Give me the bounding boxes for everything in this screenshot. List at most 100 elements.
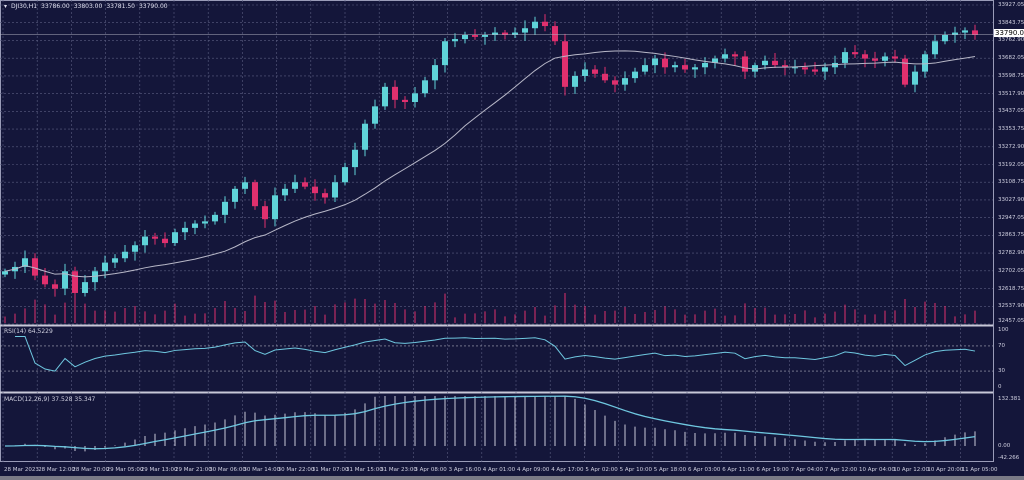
time-tick-label: 29 Mar 05:00 (106, 467, 144, 473)
moving-average-line (4, 50, 976, 278)
price-tick-label: 33353.75 (998, 126, 1024, 133)
time-tick-label: 3 Apr 16:00 (448, 467, 481, 473)
time-tick-label: 11 Apr 05:00 (961, 467, 998, 473)
candle-body (672, 65, 678, 68)
time-tick-label: 28 Mar 12:00 (38, 467, 75, 473)
candle-body (502, 32, 508, 35)
candle-body (712, 58, 718, 63)
candle-body (802, 67, 808, 70)
candle-body (472, 34, 478, 37)
candle-body (32, 258, 38, 276)
time-tick-label: 6 Apr 19:00 (756, 467, 789, 473)
scrollbar (0, 476, 1024, 480)
time-tick-label: 10 Apr 04:00 (859, 467, 895, 473)
candle-body (442, 41, 448, 66)
macd-tick-label: -42.266 (998, 455, 1020, 461)
candle-body (342, 167, 348, 183)
dropdown-icon[interactable]: ▾ (4, 3, 8, 10)
time-tick-label: 29 Mar 13:00 (140, 467, 178, 473)
candle-body (812, 69, 818, 72)
time-tick-label: 6 Apr 03:00 (688, 467, 721, 473)
candle-body (722, 54, 728, 59)
candle-body (732, 54, 738, 57)
price-tick-label: 33027.90 (998, 196, 1024, 203)
candle-body (872, 58, 878, 61)
time-tick-label: 30 Mar 06:00 (209, 467, 246, 473)
price-tick-label: 33437.05 (998, 108, 1024, 115)
time-tick-label: 5 Apr 18:00 (653, 467, 687, 473)
price-tick-label: 33598.75 (998, 72, 1024, 79)
candle-body (432, 65, 438, 81)
candle-body (772, 60, 778, 66)
candle-body (862, 54, 868, 59)
rsi-label: RSI(14) 64.5229 (4, 328, 53, 335)
close-value: 33790.00 (138, 3, 168, 10)
candle-body (782, 65, 788, 68)
price-tick-label: 33517.90 (998, 90, 1024, 97)
candle-body (72, 271, 78, 293)
time-tick-label: 28 Mar 2023 (4, 467, 39, 473)
candle-body (482, 34, 488, 37)
high-value: 33803.00 (73, 3, 103, 10)
candle-body (282, 188, 288, 196)
price-tick-label: 32782.90 (998, 250, 1024, 257)
candle-body (132, 245, 138, 252)
symbol-label: DJI30,H1 (11, 3, 38, 10)
candle-body (532, 21, 538, 29)
time-tick-label: 4 Apr 01:00 (482, 467, 516, 473)
current-price-tag: 33790.00 (994, 29, 1024, 37)
time-tick-label: 7 Apr 04:00 (790, 467, 823, 473)
candle-body (842, 52, 848, 63)
candle-body (742, 56, 748, 72)
price-tick-label: 33192.05 (998, 161, 1024, 168)
price-tick-label: 33843.75 (998, 19, 1024, 26)
low-value: 33781.50 (106, 3, 135, 10)
plot-frame (0, 0, 994, 462)
candle-body (232, 188, 238, 202)
candle-body (562, 41, 568, 87)
candle-body (142, 236, 148, 246)
candle-body (582, 69, 588, 76)
open-value: 33786.00 (41, 3, 70, 10)
candle-body (942, 34, 948, 42)
candle-body (962, 30, 968, 33)
candle-body (612, 80, 618, 85)
candle-body (242, 182, 248, 189)
macd-signal-line (4, 395, 976, 450)
price-tick-label: 33682.05 (998, 55, 1024, 62)
candle-body (82, 282, 88, 293)
candle-body (402, 99, 408, 103)
price-tick-label: 33272.90 (998, 143, 1024, 150)
price-tick-label: 32457.05 (998, 318, 1024, 324)
candle-body (122, 251, 128, 259)
candle-body (162, 238, 168, 244)
candle-body (62, 271, 68, 289)
price-tick-label: 32863.75 (998, 232, 1024, 239)
time-tick-label: 10 Apr 12:00 (893, 467, 930, 473)
candle-body (492, 32, 498, 35)
candle-body (192, 223, 198, 228)
candle-body (422, 80, 428, 94)
candle-body (152, 236, 158, 239)
chart-header: ▾ DJI30,H1 33786.00 33803.00 33781.50 33790.0… (4, 3, 172, 10)
candle-body (222, 201, 228, 215)
candle-body (822, 67, 828, 72)
candle-body (652, 58, 658, 66)
candle-body (852, 52, 858, 55)
candle-body (882, 56, 888, 61)
candle-body (52, 284, 58, 289)
candle-body (692, 67, 698, 70)
candle-body (112, 258, 118, 263)
time-tick-label: 30 Mar 14:00 (243, 467, 281, 473)
candle-body (102, 262, 108, 272)
candle-body (412, 93, 418, 103)
rsi-tick-label: 100 (998, 327, 1009, 333)
rsi-tick-label: 0 (998, 384, 1002, 390)
candle-body (372, 106, 378, 124)
candle-body (22, 258, 28, 267)
price-tick-label: 32537.90 (998, 303, 1024, 310)
candle-body (292, 182, 298, 189)
candle-body (212, 214, 218, 222)
time-tick-label: 31 Mar 23:00 (380, 467, 417, 473)
